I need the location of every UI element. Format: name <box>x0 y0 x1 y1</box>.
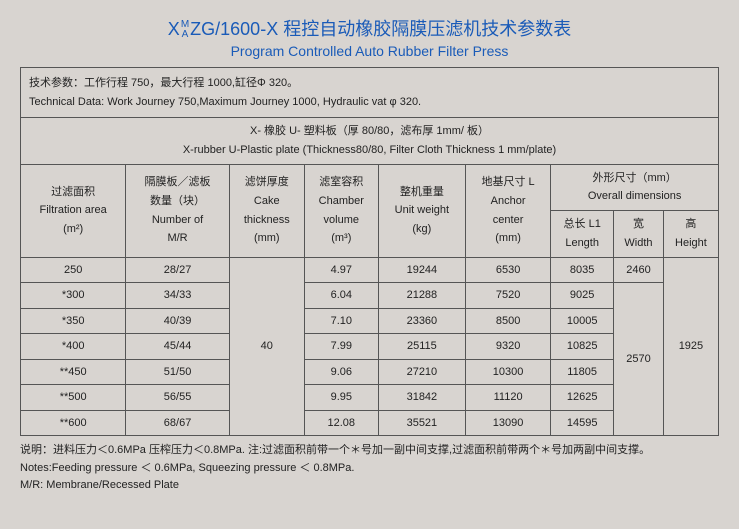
cell-vol: 9.95 <box>304 385 378 411</box>
cell-anchor: 7520 <box>465 283 550 309</box>
header-weight: 整机重量 Unit weight (kg) <box>378 164 465 257</box>
header-overall: 外形尺寸（mm） Overall dimensions <box>551 164 719 210</box>
cell-len: 14595 <box>551 410 614 436</box>
header-filtration: 过滤面积 Filtration area (m²) <box>21 164 126 257</box>
cell-width-top: 2460 <box>614 257 664 283</box>
plate-header-cell: X- 橡胶 U- 塑料板（厚 80/80，滤布厚 1mm/ 板） X-rubbe… <box>21 118 719 164</box>
cell-anchor: 6530 <box>465 257 550 283</box>
plate-cn: X- 橡胶 U- 塑料板（厚 80/80，滤布厚 1mm/ 板） <box>24 122 715 141</box>
title-cn: XMAZG/1600-X 程控自动橡胶隔膜压滤机技术参数表 <box>20 15 719 41</box>
cell-mr: 45/44 <box>126 334 230 360</box>
notes-block: 说明：进料压力＜0.6MPa 压榨压力＜0.8MPa. 注:过滤面积前带一个＊号… <box>20 442 719 495</box>
notes-cn: 说明：进料压力＜0.6MPa 压榨压力＜0.8MPa. 注:过滤面积前带一个＊号… <box>20 442 719 460</box>
tech-params-cell: 技术参数：工作行程 750，最大行程 1000,缸径Φ 320。 Technic… <box>21 68 719 118</box>
notes-mr: M/R: Membrane/Recessed Plate <box>20 477 719 495</box>
header-width: 宽 Width <box>614 211 664 257</box>
cell-cake-shared: 40 <box>229 257 304 436</box>
cell-mr: 51/50 <box>126 359 230 385</box>
cell-wt: 35521 <box>378 410 465 436</box>
cell-vol: 7.99 <box>304 334 378 360</box>
cell-wt: 25115 <box>378 334 465 360</box>
cell-vol: 9.06 <box>304 359 378 385</box>
cell-anchor: 10300 <box>465 359 550 385</box>
cell-vol: 4.97 <box>304 257 378 283</box>
header-volume: 滤室容积 Chamber volume (m³) <box>304 164 378 257</box>
cell-mr: 68/67 <box>126 410 230 436</box>
header-anchor: 地基尺寸 L Anchor center (mm) <box>465 164 550 257</box>
cell-area: 250 <box>21 257 126 283</box>
cell-len: 9025 <box>551 283 614 309</box>
cell-area: **500 <box>21 385 126 411</box>
tech-en: Technical Data: Work Journey 750,Maximum… <box>29 93 710 112</box>
cell-vol: 6.04 <box>304 283 378 309</box>
cell-wt: 27210 <box>378 359 465 385</box>
cell-area: **600 <box>21 410 126 436</box>
cell-len: 10005 <box>551 308 614 334</box>
cell-area: **450 <box>21 359 126 385</box>
cell-anchor: 8500 <box>465 308 550 334</box>
cell-height-shared: 1925 <box>663 257 718 436</box>
cell-area: *300 <box>21 283 126 309</box>
spec-table: 技术参数：工作行程 750，最大行程 1000,缸径Φ 320。 Technic… <box>20 67 719 436</box>
header-height: 高 Height <box>663 211 718 257</box>
cell-area: *350 <box>21 308 126 334</box>
header-mr: 隔膜板／滤板 数量（块） Number of M/R <box>126 164 230 257</box>
cell-area: *400 <box>21 334 126 360</box>
cell-len: 12625 <box>551 385 614 411</box>
subtitle-en: Program Controlled Auto Rubber Filter Pr… <box>20 43 719 59</box>
cell-wt: 31842 <box>378 385 465 411</box>
cell-wt: 23360 <box>378 308 465 334</box>
cell-vol: 7.10 <box>304 308 378 334</box>
cell-wt: 19244 <box>378 257 465 283</box>
cell-len: 11805 <box>551 359 614 385</box>
cell-mr: 34/33 <box>126 283 230 309</box>
cell-mr: 40/39 <box>126 308 230 334</box>
cell-width-bottom: 2570 <box>614 283 664 436</box>
cell-mr: 28/27 <box>126 257 230 283</box>
plate-en: X-rubber U-Plastic plate (Thickness80/80… <box>24 141 715 160</box>
cell-wt: 21288 <box>378 283 465 309</box>
cell-anchor: 11120 <box>465 385 550 411</box>
cell-len: 10825 <box>551 334 614 360</box>
cell-vol: 12.08 <box>304 410 378 436</box>
tech-cn: 技术参数：工作行程 750，最大行程 1000,缸径Φ 320。 <box>29 74 710 93</box>
cell-anchor: 13090 <box>465 410 550 436</box>
table-row: *300 34/33 6.04 21288 7520 9025 2570 <box>21 283 719 309</box>
cell-mr: 56/55 <box>126 385 230 411</box>
header-length: 总长 L1 Length <box>551 211 614 257</box>
cell-anchor: 9320 <box>465 334 550 360</box>
table-row: 250 28/27 40 4.97 19244 6530 8035 2460 1… <box>21 257 719 283</box>
notes-en: Notes:Feeding pressure ＜ 0.6MPa, Squeezi… <box>20 460 719 478</box>
header-cake: 滤饼厚度 Cake thickness (mm) <box>229 164 304 257</box>
cell-len: 8035 <box>551 257 614 283</box>
